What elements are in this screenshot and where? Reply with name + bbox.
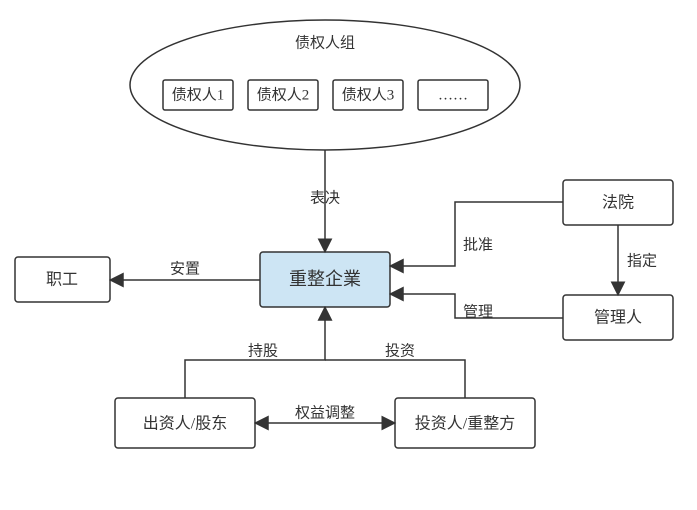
shareholder-label: 出资人/股东: [143, 415, 227, 433]
creditor2-label: 债权人2: [257, 86, 310, 103]
creditor-ellipsis-label: ……: [438, 87, 468, 103]
edge-invest-label: 投资: [385, 342, 415, 359]
creditor-group-label: 债权人组: [295, 34, 355, 51]
creditor3-label: 债权人3: [342, 86, 395, 103]
edge-adjust-label: 权益调整: [295, 404, 355, 421]
creditor1-label: 债权人1: [172, 86, 225, 103]
employees-label: 职工: [46, 272, 78, 289]
court-label: 法院: [602, 194, 634, 212]
manager-label: 管理人: [594, 309, 642, 327]
center-label: 重整企業: [289, 269, 361, 289]
edge-vote-label: 表决: [310, 189, 340, 206]
edge-appoint-label: 指定: [627, 252, 657, 269]
edge-approve: [390, 202, 563, 266]
edge-manage-label: 管理: [463, 303, 493, 320]
edge-settle-label: 安置: [170, 260, 200, 277]
edge-invest: [325, 360, 465, 398]
diagram-canvas: 债权人组 债权人1 债权人2 债权人3 …… 重整企業 职工 法院 管理人 出资…: [0, 0, 697, 510]
investor-label: 投资人/重整方: [415, 415, 515, 433]
edge-holding-label: 持股: [248, 342, 278, 359]
edge-approve-label: 批准: [463, 236, 493, 253]
